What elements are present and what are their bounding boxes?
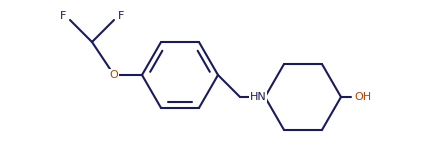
Text: HN: HN xyxy=(250,92,266,102)
Text: F: F xyxy=(60,11,66,21)
Text: O: O xyxy=(110,70,118,80)
Text: OH: OH xyxy=(354,92,371,102)
Text: F: F xyxy=(118,11,124,21)
